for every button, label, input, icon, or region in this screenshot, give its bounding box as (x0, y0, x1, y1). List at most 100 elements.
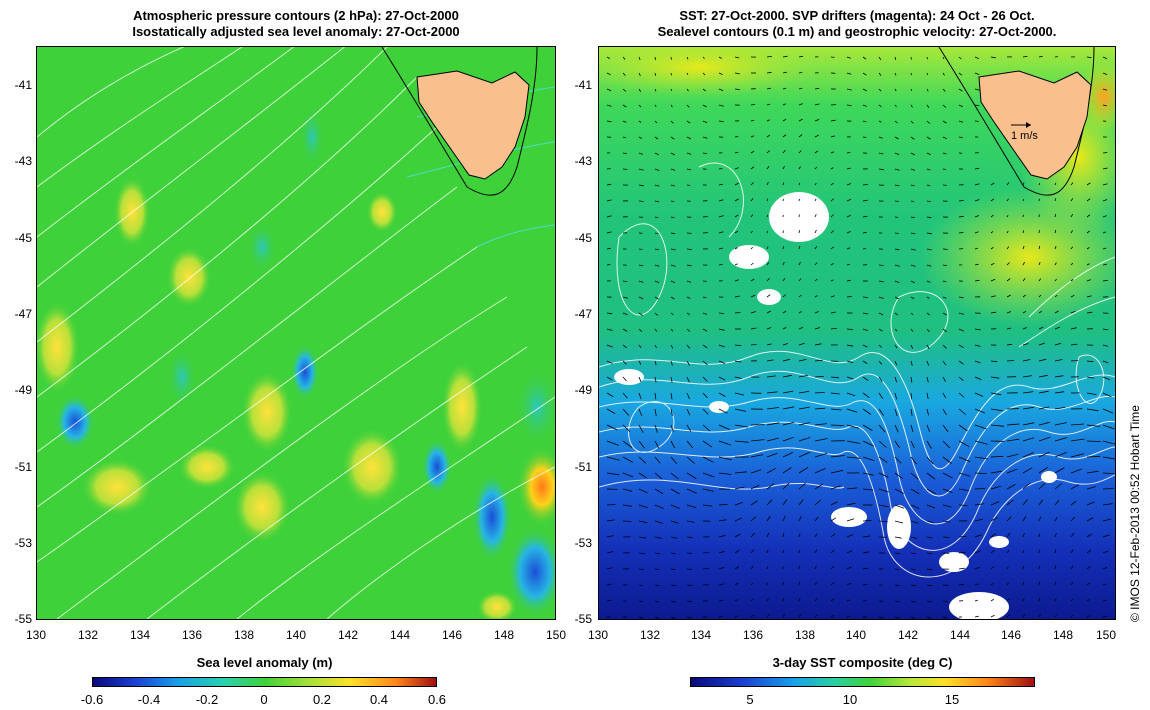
velocity-arrow (894, 296, 899, 300)
velocity-arrow (670, 584, 676, 587)
velocity-arrow (606, 376, 613, 381)
velocity-arrow (638, 152, 643, 155)
velocity-arrow (1022, 516, 1027, 522)
velocity-arrow (862, 136, 867, 138)
velocity-arrow (926, 536, 933, 539)
right-x-tick: 142 (897, 628, 919, 642)
velocity-arrow (862, 567, 869, 570)
velocity-arrow (1102, 88, 1108, 91)
left-x-tick: 134 (129, 628, 151, 642)
velocity-arrow (1070, 549, 1074, 554)
left-x-tick: 140 (285, 628, 307, 642)
velocity-arrow (1070, 278, 1074, 282)
negative-anomaly (291, 344, 319, 400)
velocity-arrow (686, 424, 692, 432)
velocity-arrow (750, 311, 756, 314)
velocity-arrow (846, 263, 850, 266)
velocity-arrow (798, 565, 800, 570)
velocity-arrow (654, 424, 658, 433)
velocity-arrow (686, 504, 697, 508)
velocity-arrow (990, 470, 1002, 474)
velocity-arrow (638, 360, 642, 365)
velocity-arrow (830, 549, 835, 554)
velocity-arrow (942, 392, 947, 399)
velocity-arrow (670, 488, 680, 495)
velocity-arrow (910, 456, 917, 465)
velocity-arrow (1022, 581, 1025, 586)
velocity-arrow (638, 424, 644, 433)
velocity-arrow (894, 200, 899, 202)
positive-anomaly (179, 445, 235, 489)
velocity-arrow (798, 278, 802, 282)
velocity-arrow (798, 613, 802, 618)
velocity-arrow (878, 120, 882, 123)
velocity-arrow (1070, 230, 1074, 234)
velocity-arrow (814, 166, 818, 170)
velocity-arrow (1006, 516, 1012, 522)
velocity-arrow (638, 520, 648, 524)
velocity-arrow (926, 392, 929, 399)
velocity-arrow (1070, 453, 1084, 458)
velocity-arrow (734, 471, 747, 474)
velocity-arrow (814, 198, 817, 202)
velocity-arrow (750, 582, 754, 586)
velocity-arrow (1086, 392, 1097, 395)
velocity-arrow (622, 440, 632, 448)
velocity-arrow (766, 499, 773, 506)
velocity-arrow (846, 408, 858, 413)
velocity-arrow (718, 231, 724, 234)
velocity-arrow (766, 359, 774, 362)
velocity-arrow (1102, 215, 1107, 218)
right-y-tick: -55 (574, 612, 592, 626)
velocity-arrow (830, 408, 842, 411)
velocity-arrow (718, 88, 724, 91)
velocity-arrow (702, 56, 705, 59)
velocity-arrow (606, 567, 613, 570)
velocity-arrow (1054, 598, 1057, 602)
velocity-arrow (734, 230, 739, 234)
velocity-arrow (990, 485, 1001, 490)
velocity-arrow (846, 198, 852, 202)
velocity-arrow (686, 472, 697, 479)
velocity-arrow (942, 376, 947, 382)
velocity-arrow (734, 376, 742, 379)
velocity-arrow (894, 376, 898, 383)
velocity-arrow (1038, 390, 1049, 394)
velocity-arrow (830, 392, 840, 395)
velocity-arrow (974, 231, 979, 234)
velocity-arrow (1070, 532, 1075, 538)
velocity-arrow (862, 535, 871, 538)
velocity-arrow (846, 344, 854, 347)
velocity-arrow (990, 198, 995, 202)
velocity-arrow (974, 360, 981, 364)
velocity-arrow (782, 150, 786, 154)
geostrophic-velocity-arrows (606, 55, 1115, 619)
velocity-arrow (606, 440, 619, 446)
velocity-arrow (718, 456, 732, 461)
velocity-arrow (942, 168, 946, 170)
velocity-arrow (798, 482, 806, 490)
strong-positive-anomaly (517, 447, 555, 527)
velocity-arrow (1086, 533, 1093, 538)
right-map-panel[interactable]: 1 m/s (598, 46, 1116, 620)
velocity-arrow (814, 87, 820, 90)
velocity-arrow (606, 456, 620, 461)
velocity-arrow (1022, 482, 1031, 490)
velocity-arrow (1006, 182, 1010, 186)
sst-colorbar (690, 677, 1035, 687)
velocity-arrow (1038, 406, 1050, 410)
velocity-arrow (814, 295, 818, 298)
velocity-arrow (862, 551, 870, 554)
velocity-arrow (750, 150, 755, 154)
velocity-arrow (846, 104, 852, 106)
velocity-arrow (654, 616, 660, 619)
velocity-arrow (1038, 55, 1043, 58)
velocity-arrow (734, 440, 749, 443)
velocity-arrow (862, 215, 868, 218)
velocity-arrow (750, 344, 757, 346)
left-map-panel[interactable] (36, 46, 556, 620)
velocity-arrow (686, 104, 690, 108)
velocity-arrow (830, 119, 836, 122)
hot-water (1079, 62, 1115, 132)
velocity-arrow (894, 312, 899, 316)
